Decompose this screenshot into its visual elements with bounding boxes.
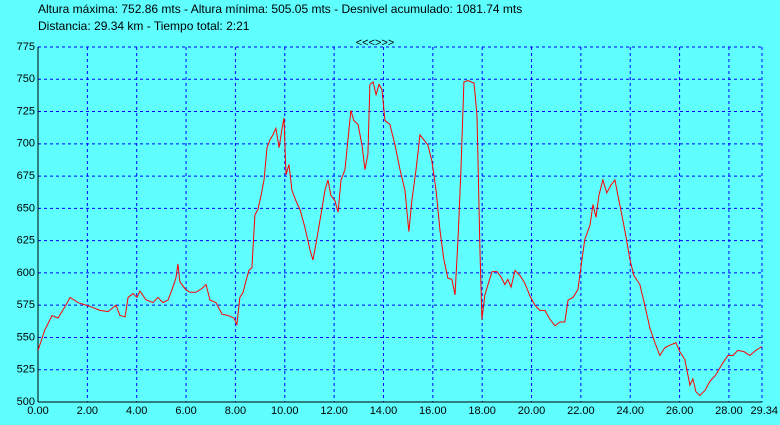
x-tick-label: 10.00 [271, 405, 299, 417]
x-tick-label: 4.00 [126, 405, 147, 417]
y-tick-label: 575 [17, 299, 35, 311]
nav-arrows[interactable]: <<<>>> [356, 37, 395, 49]
x-tick-label: 29.34 [750, 405, 778, 417]
y-tick-label: 625 [17, 235, 35, 247]
chart-subtitle: Distancia: 29.34 km - Tiempo total: 2:21 [38, 19, 250, 33]
x-tick-label: 14.00 [370, 405, 398, 417]
x-tick-label: 20.00 [518, 405, 546, 417]
elevation-line [37, 80, 763, 397]
x-tick-label: 18.00 [468, 405, 496, 417]
y-tick-label: 775 [17, 41, 35, 53]
y-tick-label: 750 [17, 73, 35, 85]
chart-title: Altura máxima: 752.86 mts - Altura mínim… [38, 2, 522, 16]
y-tick-label: 650 [17, 202, 35, 214]
x-tick-label: 22.00 [567, 405, 595, 417]
y-tick-label: 675 [17, 170, 35, 182]
y-tick-label: 600 [17, 267, 35, 279]
y-tick-label: 550 [17, 331, 35, 343]
x-tick-label: 8.00 [225, 405, 246, 417]
x-tick-label: 6.00 [175, 405, 196, 417]
x-tick-label: 24.00 [616, 405, 644, 417]
y-tick-label: 525 [17, 364, 35, 376]
y-tick-label: 725 [17, 105, 35, 117]
x-tick-label: 28.00 [715, 405, 743, 417]
x-tick-label: 26.00 [666, 405, 694, 417]
y-tick-label: 700 [17, 138, 35, 150]
y-tick-label: 500 [17, 396, 35, 408]
x-tick-label: 16.00 [419, 405, 447, 417]
x-tick-label: 0.00 [27, 405, 48, 417]
x-tick-label: 2.00 [77, 405, 98, 417]
x-tick-label: 12.00 [320, 405, 348, 417]
